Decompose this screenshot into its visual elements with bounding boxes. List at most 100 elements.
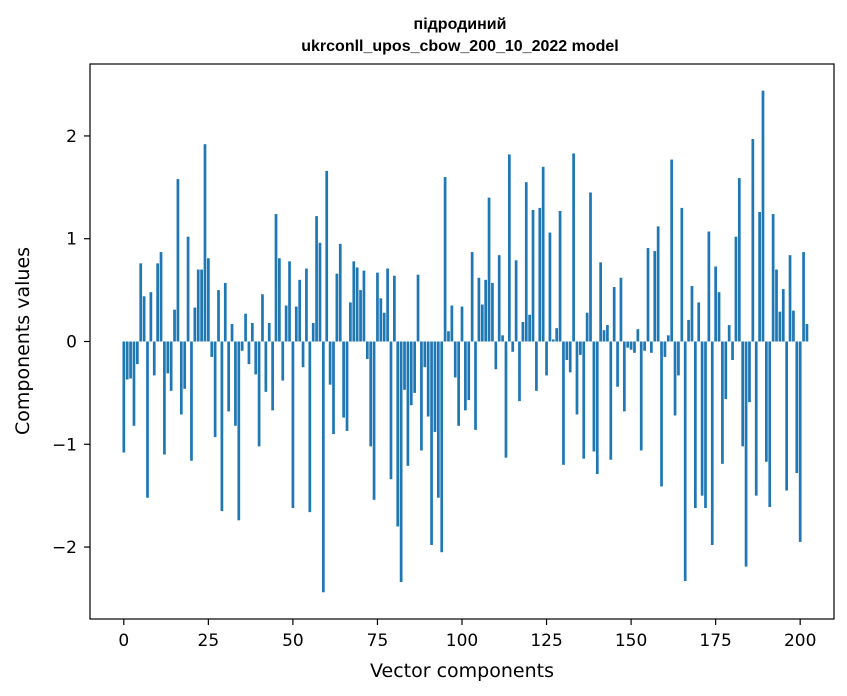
- x-tick-label: 175: [699, 631, 731, 651]
- bar: [284, 305, 288, 342]
- bar: [687, 319, 690, 342]
- bar: [599, 262, 603, 342]
- bar: [690, 286, 694, 342]
- bar: [535, 341, 538, 391]
- bar: [250, 323, 254, 342]
- bar: [491, 282, 494, 342]
- bar: [227, 341, 231, 412]
- bar: [430, 341, 433, 545]
- bar: [298, 279, 302, 342]
- bar: [257, 341, 261, 447]
- bar: [518, 341, 521, 402]
- plot-frame: [89, 63, 835, 620]
- bar: [795, 341, 799, 474]
- bar: [629, 341, 633, 350]
- bar: [396, 341, 400, 527]
- bar: [741, 341, 745, 447]
- bar: [731, 341, 734, 360]
- bar: [704, 341, 707, 508]
- bar: [176, 179, 180, 342]
- bar: [761, 90, 765, 342]
- bar: [240, 341, 244, 351]
- bar: [653, 251, 657, 342]
- bar: [572, 153, 575, 342]
- bar: [639, 341, 643, 451]
- bar: [193, 307, 197, 342]
- bar: [670, 159, 674, 342]
- bar: [507, 154, 511, 342]
- bar: [237, 341, 241, 521]
- bar: [595, 341, 599, 475]
- bar: [754, 341, 758, 496]
- bar: [433, 341, 437, 432]
- bar: [345, 341, 349, 431]
- bar: [393, 275, 396, 342]
- bar: [514, 260, 518, 342]
- bar: [261, 294, 264, 342]
- bar: [335, 273, 339, 342]
- y-tick-label: −2: [52, 538, 77, 558]
- bar: [792, 310, 795, 342]
- bar: [359, 290, 362, 342]
- bar: [727, 325, 731, 342]
- bar: [487, 197, 491, 342]
- bar: [663, 341, 667, 357]
- bar: [714, 266, 717, 342]
- bar: [200, 269, 203, 342]
- bar: [349, 302, 352, 342]
- bar: [450, 305, 454, 342]
- bar: [781, 289, 785, 342]
- bar: [707, 231, 711, 342]
- bar: [207, 258, 210, 342]
- bar: [223, 282, 227, 342]
- bar: [673, 341, 677, 416]
- bar: [555, 328, 559, 342]
- y-tick-label: −1: [52, 435, 77, 455]
- bar: [342, 341, 345, 418]
- bar: [325, 170, 329, 342]
- bar: [139, 263, 143, 342]
- bar: [146, 341, 149, 498]
- bar: [470, 252, 474, 342]
- bar: [775, 269, 778, 342]
- bar: [633, 341, 636, 353]
- bar: [217, 290, 220, 342]
- x-tick-label: 0: [118, 631, 129, 651]
- bar: [734, 236, 738, 342]
- bar: [524, 182, 528, 342]
- bar: [315, 216, 318, 342]
- bar: [413, 341, 417, 393]
- bar: [301, 341, 305, 368]
- bar: [562, 341, 565, 465]
- bar: [602, 330, 606, 342]
- x-tick-label: 150: [615, 631, 647, 651]
- chart-subtitle: ukrconll_upos_cbow_200_10_2022 model: [301, 38, 618, 55]
- bar: [213, 341, 217, 438]
- bar: [291, 341, 295, 508]
- bar: [467, 341, 471, 401]
- bar: [352, 261, 356, 342]
- bar: [737, 178, 741, 342]
- bar: [186, 236, 190, 342]
- bar: [589, 192, 592, 342]
- bar: [460, 306, 464, 342]
- bar: [494, 341, 498, 370]
- bar: [805, 324, 809, 342]
- bar: [132, 341, 136, 426]
- bar: [305, 268, 308, 342]
- bar: [183, 341, 187, 389]
- bar: [362, 270, 366, 342]
- bar: [724, 341, 728, 400]
- bar: [693, 341, 697, 508]
- y-tick-label: 0: [66, 333, 77, 353]
- bar: [579, 341, 582, 355]
- bar: [721, 341, 724, 464]
- bar: [173, 309, 176, 342]
- bar: [592, 341, 596, 452]
- bar: [247, 341, 251, 365]
- bar: [230, 324, 234, 342]
- x-tick-label: 200: [784, 631, 816, 651]
- bar: [406, 341, 410, 466]
- bar: [660, 341, 663, 487]
